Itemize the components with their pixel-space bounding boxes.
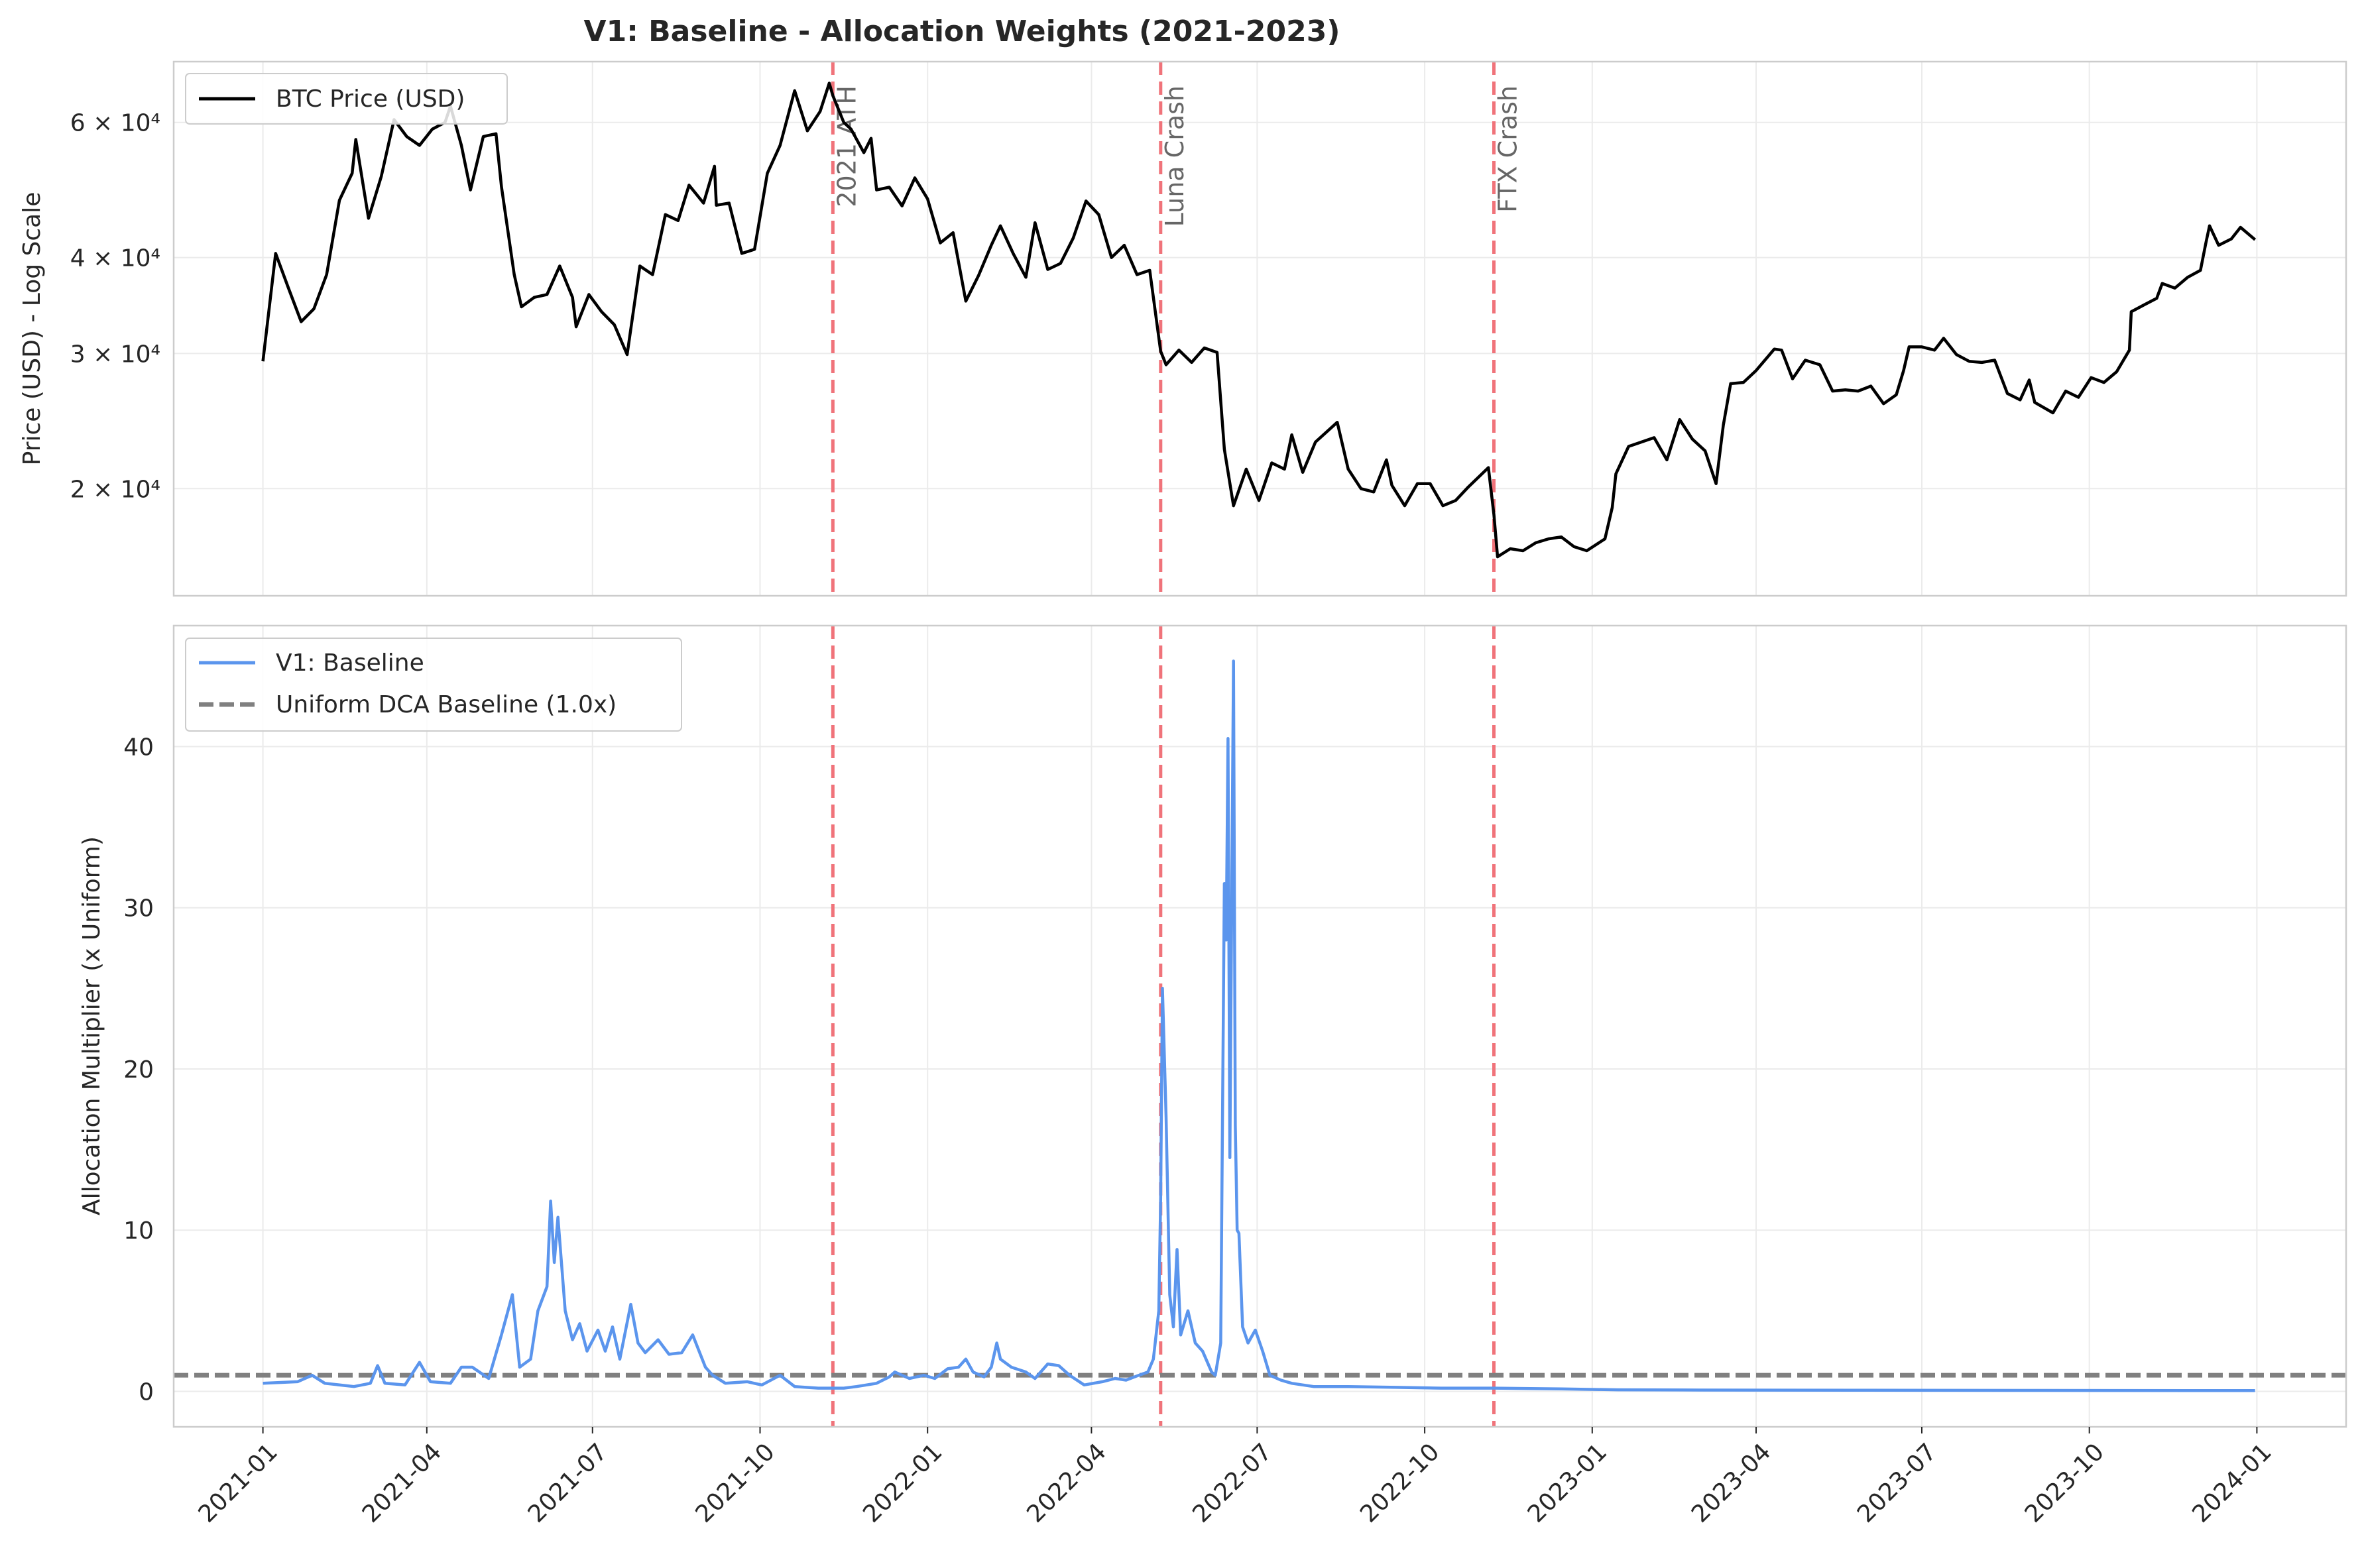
allocation-y-tick-label: 20: [123, 1056, 154, 1084]
price-axes-frame: [172, 60, 2347, 597]
price-y-tick-label: 4 × 10⁴: [70, 245, 160, 272]
btc-price-line: [261, 82, 2257, 559]
allocation-series: [174, 659, 2346, 1392]
uniform-legend-label: Uniform DCA Baseline (1.0x): [276, 691, 617, 718]
price-series: [261, 82, 2257, 559]
price-y-tick-label: 6 × 10⁴: [70, 110, 160, 137]
allocation-y-tick-label: 0: [139, 1378, 154, 1406]
price-legend: BTC Price (USD): [185, 73, 508, 125]
allocation-legend-label: V1: Baseline: [276, 649, 424, 677]
price-legend-box: [185, 73, 508, 125]
allocation-legend: V1: Baseline Uniform DCA Baseline (1.0x): [185, 638, 682, 732]
allocation-y-tick-label: 30: [123, 895, 154, 923]
price-y-tick-label: 3 × 10⁴: [70, 341, 160, 368]
price-legend-label: BTC Price (USD): [276, 85, 465, 113]
allocation-legend-box: [185, 638, 682, 732]
allocation-axes-frame: [172, 624, 2347, 1428]
allocation-y-axis-label: Allocation Multiplier (x Uniform): [78, 836, 105, 1215]
allocation-y-tick-label: 40: [123, 734, 154, 761]
event-label: FTX Crash: [1493, 85, 1522, 213]
figure-title: V1: Baseline - Allocation Weights (2021-…: [584, 15, 1340, 48]
price-y-axis-label: Price (USD) - Log Scale: [19, 192, 46, 466]
price-y-tick-label: 2 × 10⁴: [70, 476, 160, 503]
allocation-line: [263, 659, 2255, 1392]
price-grid: [174, 62, 2346, 596]
allocation-y-ticks: 0 10 20 30 40: [123, 734, 154, 1406]
allocation-y-tick-label: 10: [123, 1217, 154, 1245]
event-label: Luna Crash: [1160, 85, 1189, 227]
price-y-ticks: 2 × 10⁴ 3 × 10⁴ 4 × 10⁴ 6 × 10⁴: [70, 110, 160, 504]
